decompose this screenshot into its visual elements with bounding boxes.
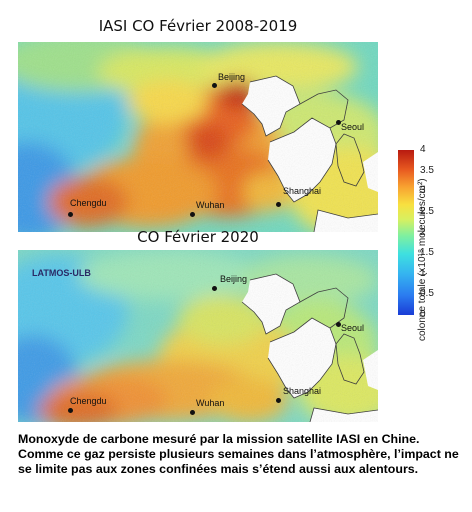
city-label-beijing: Beijing <box>220 274 248 284</box>
seoul-marker-icon <box>336 120 341 125</box>
wuhan-marker-icon <box>190 212 195 217</box>
colorbar-tick-label: 1.5 <box>420 247 434 259</box>
colorbar-label: colonne totale (x10¹⁸ molecules/cm²) <box>417 178 428 351</box>
map-title-2008-2019: IASI CO Février 2008-2019 <box>98 17 298 35</box>
colorbar-tick-label: 3 <box>420 185 426 197</box>
colorbar <box>398 150 414 315</box>
caption: Monoxyde de carbone mesuré par la missio… <box>18 432 459 476</box>
city-label-wuhan: Wuhan <box>196 398 225 408</box>
colorbar-label-text: colonne totale (x10¹⁸ molecules/cm²) <box>417 178 428 341</box>
colorbar-tick-label: 0.5 <box>420 288 434 300</box>
co-map-2020-image <box>18 250 378 422</box>
city-label-beijing: Beijing <box>218 72 246 82</box>
co-map-2008-2019: Beijing Seoul Shanghai Chengdu Wuhan <box>18 42 378 232</box>
co-map-2008-2019-image <box>18 42 378 232</box>
map-title-2020: CO Février 2020 <box>137 228 259 246</box>
colorbar-tick-label: 0 <box>420 309 426 320</box>
latmos-ulb-watermark: LATMOS-ULB <box>32 268 91 278</box>
colorbar-tick-label: 3.5 <box>420 164 434 176</box>
beijing-marker-icon <box>212 286 217 291</box>
city-label-seoul: Seoul <box>341 122 365 132</box>
seoul-marker-icon <box>336 322 341 327</box>
shanghai-marker-icon <box>276 202 281 207</box>
colorbar-tick-label: 2.5 <box>420 205 434 217</box>
colorbar-tick-label: 1 <box>420 267 426 279</box>
colorbar-tick-label: 4 <box>420 144 426 155</box>
chengdu-marker-icon <box>68 408 73 413</box>
city-label-wuhan: Wuhan <box>196 200 225 210</box>
beijing-marker-icon <box>212 83 217 88</box>
city-label-chengdu: Chengdu <box>70 396 107 406</box>
city-label-chengdu: Chengdu <box>70 198 107 208</box>
colorbar-tick-label: 2 <box>420 226 426 238</box>
co-map-2020: LATMOS-ULB Beijing Seoul Shanghai Chengd… <box>18 250 378 422</box>
chengdu-marker-icon <box>68 212 73 217</box>
city-label-shanghai: Shanghai <box>283 386 322 396</box>
wuhan-marker-icon <box>190 410 195 415</box>
city-label-shanghai: Shanghai <box>283 186 322 196</box>
shanghai-marker-icon <box>276 398 281 403</box>
city-label-seoul: Seoul <box>341 323 365 333</box>
